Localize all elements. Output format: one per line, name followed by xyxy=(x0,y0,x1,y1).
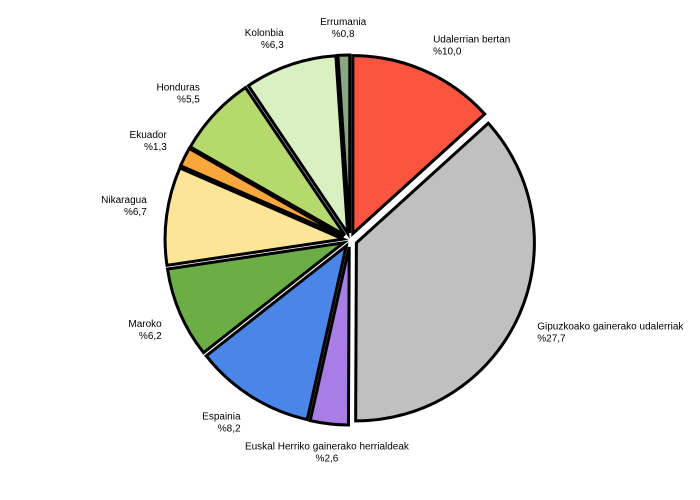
slice-label: Euskal Herriko gainerako herrialdeak xyxy=(245,442,410,453)
slice-value: %10,0 xyxy=(433,47,462,58)
slice-label: Nikaragua xyxy=(101,195,147,206)
pie-slice xyxy=(246,54,350,239)
pie-slice xyxy=(354,121,536,423)
slice-value: %2,6 xyxy=(316,454,339,465)
pie-slice xyxy=(178,146,345,239)
slice-value: %0,8 xyxy=(332,29,355,40)
slice-label: Udalerrian bertan xyxy=(433,35,510,46)
slice-label: Ekuador xyxy=(130,130,168,141)
slice-value: %27,7 xyxy=(537,333,566,344)
pie-slice xyxy=(351,54,487,237)
slice-label: Gipuzkoako gainerako udalerriak xyxy=(537,321,684,332)
slice-value: %6,2 xyxy=(139,331,162,342)
slice-value: %6,7 xyxy=(124,207,147,218)
slice-value: %8,2 xyxy=(218,423,241,434)
pie-slice xyxy=(204,242,349,422)
slice-label: Espainia xyxy=(202,411,241,422)
pie-slice xyxy=(188,85,347,237)
slice-label: Maroko xyxy=(128,319,162,330)
pie-slice xyxy=(308,246,351,427)
slice-label: Honduras xyxy=(156,82,199,93)
slice-label: Errumania xyxy=(320,17,367,28)
pie-slice xyxy=(163,166,349,268)
slice-value: %6,3 xyxy=(261,40,284,51)
pie-slice xyxy=(336,53,352,234)
pie-slice xyxy=(165,240,349,355)
slice-value: %5,5 xyxy=(177,94,200,105)
slice-label: Kolonbia xyxy=(245,28,284,39)
slice-value: %1,3 xyxy=(144,142,167,153)
